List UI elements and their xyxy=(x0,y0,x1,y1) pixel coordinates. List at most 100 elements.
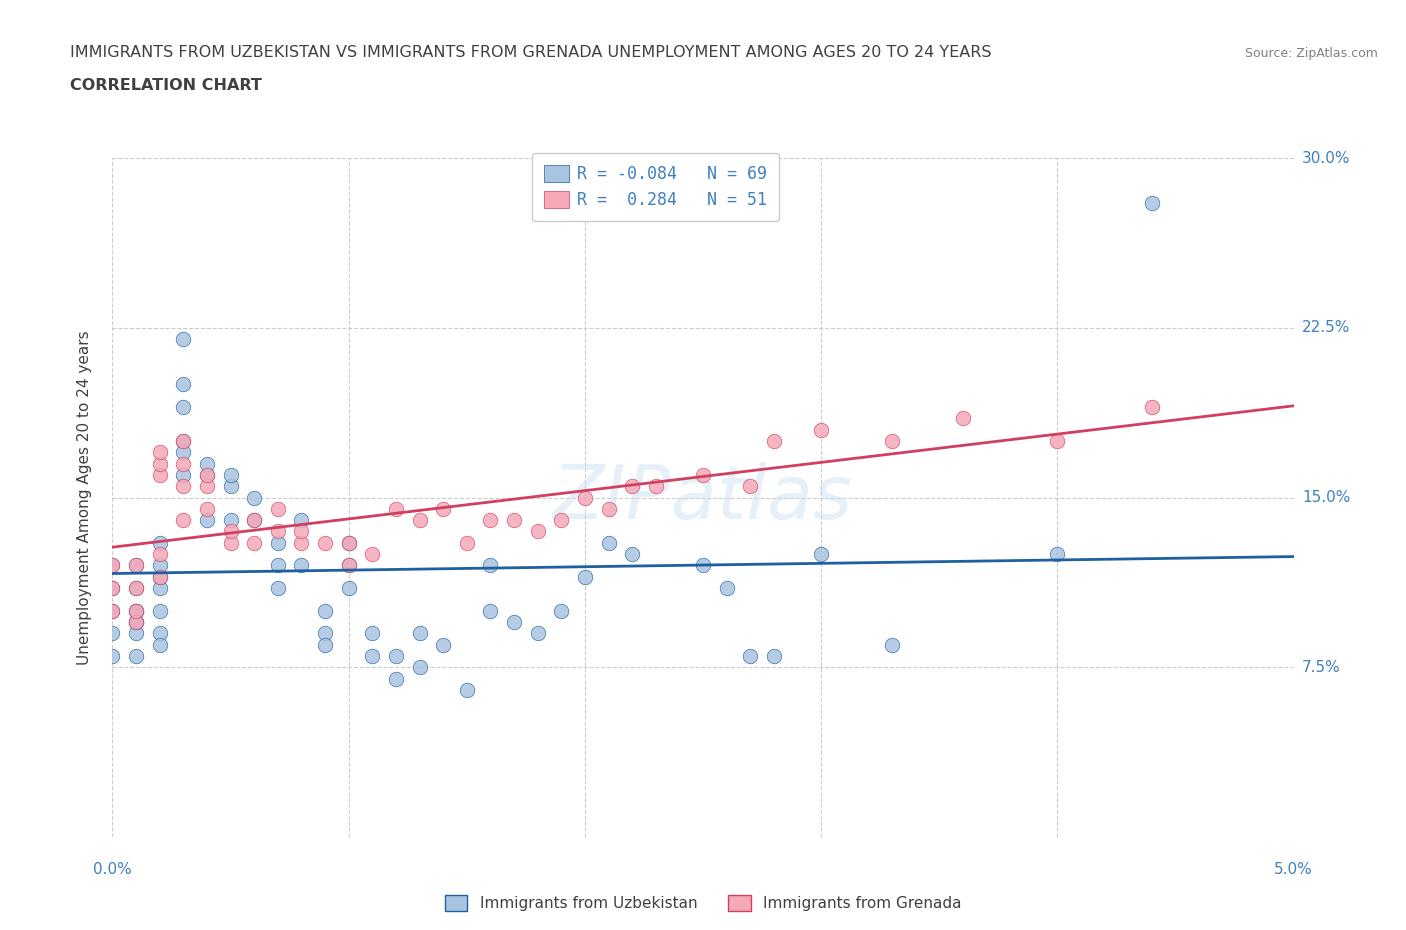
Point xyxy=(692,468,714,483)
Point xyxy=(125,604,148,618)
Point xyxy=(621,479,644,494)
Point xyxy=(526,626,548,641)
Point xyxy=(149,457,172,472)
Point xyxy=(456,683,478,698)
Point xyxy=(1046,547,1069,562)
Point xyxy=(125,648,148,663)
Point xyxy=(149,580,172,595)
Point xyxy=(125,580,148,595)
Point xyxy=(408,512,430,527)
Point xyxy=(172,445,194,459)
Point xyxy=(740,648,762,663)
Point xyxy=(149,445,172,459)
Point xyxy=(149,626,172,641)
Point xyxy=(172,433,194,448)
Point xyxy=(101,580,124,595)
Point xyxy=(574,490,596,505)
Point xyxy=(644,479,666,494)
Text: CORRELATION CHART: CORRELATION CHART xyxy=(70,78,262,93)
Point xyxy=(125,580,148,595)
Point xyxy=(243,512,266,527)
Point xyxy=(195,468,218,483)
Point xyxy=(149,637,172,652)
Point xyxy=(361,626,384,641)
Point xyxy=(267,580,290,595)
Point xyxy=(810,422,832,437)
Point xyxy=(740,479,762,494)
Point xyxy=(172,400,194,415)
Point xyxy=(125,604,148,618)
Point xyxy=(125,615,148,630)
Point xyxy=(361,648,384,663)
Point xyxy=(290,512,312,527)
Point xyxy=(195,479,218,494)
Point xyxy=(550,604,572,618)
Point xyxy=(172,512,194,527)
Text: 15.0%: 15.0% xyxy=(1302,490,1350,505)
Point xyxy=(456,536,478,551)
Point xyxy=(408,660,430,675)
Point xyxy=(526,524,548,538)
Point xyxy=(243,536,266,551)
Point xyxy=(952,411,974,426)
Point xyxy=(219,524,242,538)
Point xyxy=(125,615,148,630)
Point xyxy=(598,501,620,516)
Point xyxy=(314,626,336,641)
Point xyxy=(125,604,148,618)
Point xyxy=(337,580,360,595)
Point xyxy=(1140,196,1163,211)
Point xyxy=(574,569,596,584)
Point xyxy=(149,547,172,562)
Point xyxy=(385,648,408,663)
Point xyxy=(314,604,336,618)
Point xyxy=(385,501,408,516)
Point xyxy=(267,524,290,538)
Point xyxy=(337,536,360,551)
Text: 30.0%: 30.0% xyxy=(1302,151,1350,166)
Point xyxy=(219,512,242,527)
Point xyxy=(101,558,124,573)
Point xyxy=(125,615,148,630)
Point xyxy=(149,569,172,584)
Point xyxy=(503,615,526,630)
Point xyxy=(267,536,290,551)
Point xyxy=(762,433,785,448)
Point xyxy=(550,512,572,527)
Point xyxy=(337,558,360,573)
Point xyxy=(101,580,124,595)
Point xyxy=(243,490,266,505)
Point xyxy=(195,501,218,516)
Point xyxy=(149,536,172,551)
Point xyxy=(1140,400,1163,415)
Point xyxy=(195,468,218,483)
Point xyxy=(385,671,408,686)
Text: IMMIGRANTS FROM UZBEKISTAN VS IMMIGRANTS FROM GRENADA UNEMPLOYMENT AMONG AGES 20: IMMIGRANTS FROM UZBEKISTAN VS IMMIGRANTS… xyxy=(70,46,991,60)
Point xyxy=(195,457,218,472)
Point xyxy=(149,569,172,584)
Point xyxy=(290,524,312,538)
Point xyxy=(880,637,903,652)
Point xyxy=(479,604,502,618)
Point xyxy=(195,512,218,527)
Point xyxy=(172,332,194,347)
Point xyxy=(101,626,124,641)
Point xyxy=(314,536,336,551)
Point xyxy=(219,479,242,494)
Point xyxy=(172,468,194,483)
Point xyxy=(361,547,384,562)
Text: Source: ZipAtlas.com: Source: ZipAtlas.com xyxy=(1244,47,1378,60)
Point xyxy=(880,433,903,448)
Point xyxy=(101,558,124,573)
Legend: Immigrants from Uzbekistan, Immigrants from Grenada: Immigrants from Uzbekistan, Immigrants f… xyxy=(439,889,967,917)
Text: 22.5%: 22.5% xyxy=(1302,320,1350,336)
Point xyxy=(125,626,148,641)
Point xyxy=(172,457,194,472)
Point xyxy=(1046,433,1069,448)
Point xyxy=(267,501,290,516)
Point xyxy=(337,536,360,551)
Text: 5.0%: 5.0% xyxy=(1274,862,1313,877)
Point xyxy=(314,637,336,652)
Point xyxy=(125,558,148,573)
Point xyxy=(692,558,714,573)
